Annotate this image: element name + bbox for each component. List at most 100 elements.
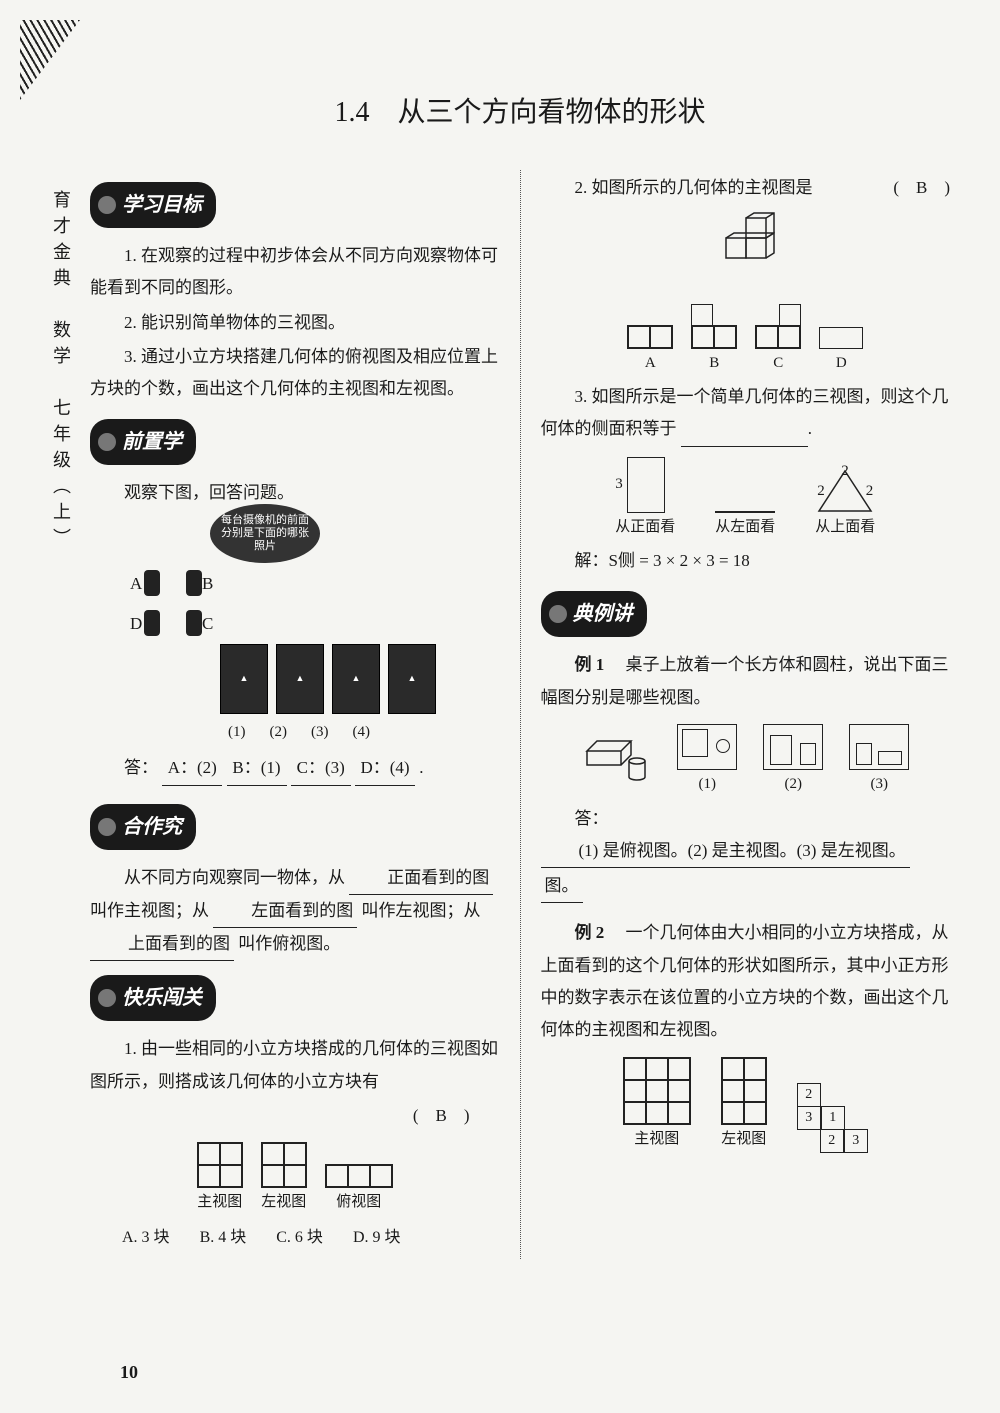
goal-item-1: 1. 在观察的过程中初步体会从不同方向观察物体可能看到不同的图形。 (90, 240, 500, 305)
idx: (2) (270, 718, 288, 747)
column-divider (520, 170, 521, 1259)
opt-label: A (627, 349, 673, 378)
cam-label-a: A (130, 568, 142, 600)
badge-icon (98, 818, 116, 836)
opt-a: A (627, 325, 673, 378)
cell: 1 (821, 1106, 845, 1130)
fig-label: 从左面看 (715, 513, 775, 542)
badge-icon (98, 433, 116, 451)
choice-a: A. 3 块 (122, 1223, 170, 1253)
ans-label: 答： (124, 758, 158, 777)
ex2-text: 例 2 一个几何体由大小相同的小立方块搭成，从上面看到的这个几何体的形状如图所示… (541, 917, 951, 1046)
camera-icon (186, 610, 202, 636)
cell: 3 (844, 1129, 868, 1153)
ex2-title: 例 2 (575, 923, 605, 942)
blank: 左面看到的图 (213, 895, 357, 928)
section-happy-gate: 快乐闯关 (90, 975, 216, 1021)
section-label: 快乐闯关 (122, 979, 202, 1017)
ex1-view3: (3) (849, 724, 909, 799)
left-column: 学习目标 1. 在观察的过程中初步体会从不同方向观察物体可能看到不同的图形。 2… (90, 170, 500, 1259)
ex1-view1: (1) (677, 724, 737, 799)
opt-d: D (819, 327, 863, 378)
section-study-goal: 学习目标 (90, 182, 216, 228)
fig-top-view: 俯视图 (325, 1164, 393, 1217)
camera-icon (144, 610, 160, 636)
txt: 叫作主视图；从 (90, 901, 209, 920)
ex1-text: 例 1 桌子上放着一个长方体和圆柱，说出下面三幅图分别是哪些视图。 (541, 649, 951, 714)
fig-label: 从正面看 (615, 513, 675, 542)
ex1-title: 例 1 (575, 655, 605, 674)
section-label: 合作究 (122, 808, 182, 846)
page-title: 1.4 从三个方向看物体的形状 (90, 90, 950, 130)
goal-item-2: 2. 能识别简单物体的三视图。 (90, 307, 500, 339)
camera-icon (144, 570, 160, 596)
ans-d: D：(4) (355, 752, 415, 785)
badge-icon (98, 196, 116, 214)
badge-icon (98, 989, 116, 1007)
q1-answer-paren: ( B ) (90, 1100, 500, 1132)
right-column: 2. 如图所示的几何体的主视图是 ( B ) A (541, 170, 951, 1259)
idx: (3) (311, 718, 329, 747)
q2-text: 2. 如图所示的几何体的主视图是 ( B ) (541, 172, 951, 204)
choice-b: B. 4 块 (200, 1223, 247, 1253)
side-vertical-label: 育才金典 数学 七年级（上） (48, 190, 74, 554)
txt: 叫作左视图；从 (362, 901, 481, 920)
choice-c: C. 6 块 (276, 1223, 323, 1253)
page-number: 10 (120, 1362, 138, 1383)
cam-label-c: C (202, 608, 213, 640)
camera-icon (186, 570, 202, 596)
ex2-left: 左视图 (721, 1057, 767, 1154)
coop-text: 从不同方向观察同一物体，从 正面看到的图 叫作主视图；从 左面看到的图 叫作左视… (90, 862, 500, 962)
ans-b: B：(1) (227, 752, 287, 785)
q2-options: A B C D (541, 304, 951, 378)
q3-front: 3 从正面看 (615, 457, 675, 542)
cell: 2 (797, 1083, 821, 1107)
idx: (2) (763, 770, 823, 799)
txt: 从不同方向观察同一物体，从 (124, 868, 345, 887)
fig-label: 主视图 (623, 1125, 691, 1154)
photo-indices: (1) (2) (3) (4) (228, 718, 500, 747)
box-cylinder-icon (581, 733, 651, 787)
dim: 2 (817, 477, 825, 506)
photo-1: ▲ (220, 644, 268, 714)
opt-b: B (691, 304, 737, 378)
fig-label: 左视图 (721, 1125, 767, 1154)
fig-label: 左视图 (261, 1188, 307, 1217)
blank: 上面看到的图 (90, 928, 234, 961)
ex1-figures: (1) (2) (3) (541, 724, 951, 799)
cam-label-d: D (130, 608, 142, 640)
ex2-figures: 主视图 左视图 2 31 23 (541, 1057, 951, 1154)
q3-left: 从左面看 (715, 511, 775, 542)
q3-solution: 解：S侧 = 3 × 2 × 3 = 18 (541, 545, 951, 577)
ex1-view2: (2) (763, 724, 823, 799)
photo-4: ▲ (388, 644, 436, 714)
photo-2: ▲ (276, 644, 324, 714)
ans-c: C：(3) (291, 752, 351, 785)
q3-text: 3. 如图所示是一个简单几何体的三视图，则这个几何体的侧面积等于 . (541, 381, 951, 447)
badge-icon (549, 605, 567, 623)
fig-label: 俯视图 (325, 1188, 393, 1217)
txt: 叫作俯视图。 (238, 934, 340, 953)
section-pre-study: 前置学 (90, 419, 196, 465)
q1-answer: B (435, 1106, 446, 1125)
section-label: 学习目标 (122, 186, 202, 224)
opt-c: C (755, 304, 801, 378)
q3-blank (681, 413, 808, 446)
fig-left-view: 左视图 (261, 1142, 307, 1217)
opt-label: C (755, 349, 801, 378)
section-label: 前置学 (122, 423, 182, 461)
q2-answer: B (916, 178, 927, 197)
idx: (1) (677, 770, 737, 799)
photo-strip: ▲ ▲ ▲ ▲ (220, 644, 500, 714)
corner-hatch (20, 20, 80, 100)
dim: 2 (866, 477, 874, 506)
idx: (3) (849, 770, 909, 799)
pre-answer-line: 答： A：(2) B：(1) C：(3) D：(4) . (124, 752, 500, 785)
dim-label: 3 (615, 470, 623, 499)
fig-main-view: 主视图 (197, 1142, 243, 1217)
photo-3: ▲ (332, 644, 380, 714)
cell: 3 (797, 1106, 821, 1130)
q3-top: 2 2 2 从上面看 (815, 463, 875, 542)
ex2-main: 主视图 (623, 1057, 691, 1154)
idx: (1) (228, 718, 246, 747)
